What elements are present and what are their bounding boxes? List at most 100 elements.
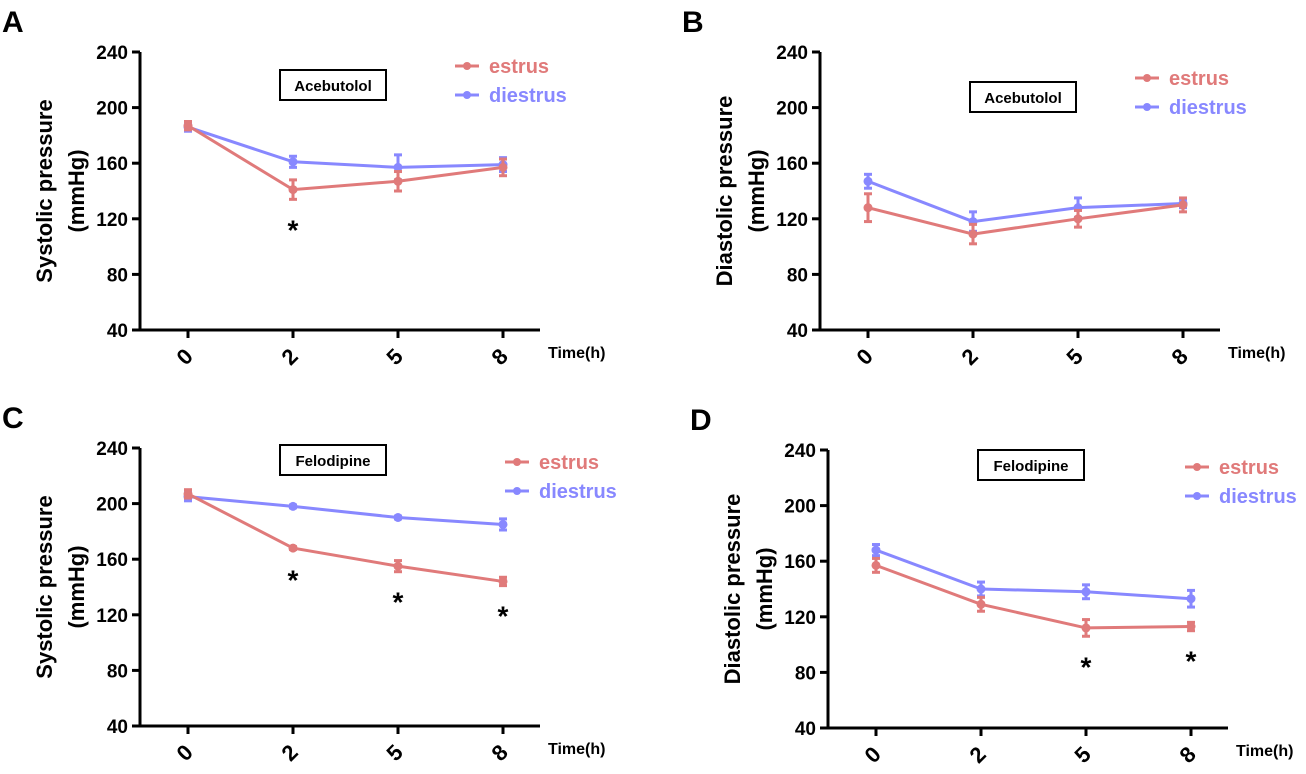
series-line-diestrus bbox=[187, 495, 504, 526]
legend-marker-diestrus bbox=[463, 91, 471, 99]
x-tick-label: 0 bbox=[172, 344, 198, 370]
data-point-estrus bbox=[393, 561, 403, 571]
data-point-estrus bbox=[1073, 214, 1083, 224]
y-tick-label: 240 bbox=[96, 43, 128, 64]
data-point-estrus bbox=[288, 185, 298, 195]
y-tick-label: 120 bbox=[96, 210, 128, 231]
chart-title: Acebutolol bbox=[294, 78, 372, 95]
y-axis-label-unit: (mmHg) bbox=[744, 149, 769, 232]
legend-marker-estrus bbox=[1143, 74, 1151, 82]
y-axis-label-unit: (mmHg) bbox=[64, 545, 89, 628]
x-tick-label: 0 bbox=[860, 742, 886, 768]
significance-star: * bbox=[498, 601, 509, 632]
data-point-diestrus bbox=[1081, 587, 1091, 597]
panel-letter: B bbox=[682, 6, 704, 39]
y-tick-label: 120 bbox=[784, 608, 816, 629]
y-tick-label: 80 bbox=[107, 661, 128, 682]
data-point-diestrus bbox=[863, 176, 873, 186]
data-point-estrus bbox=[498, 162, 508, 172]
chart-title: Felodipine bbox=[994, 458, 1069, 475]
panel-a: A 40 80 120 160 200 240 0 2 5 8 Time(h) Systolic pre… bbox=[2, 6, 605, 370]
data-point-diestrus bbox=[393, 162, 403, 172]
significance-star: * bbox=[1081, 651, 1092, 682]
data-point-estrus bbox=[1186, 622, 1196, 632]
legend-label-diestrus: diestrus bbox=[1219, 486, 1297, 508]
legend-marker-estrus bbox=[463, 62, 471, 70]
x-tick-label: 8 bbox=[487, 344, 513, 370]
legend-label-diestrus: diestrus bbox=[1169, 97, 1247, 119]
panel-d: D 40 80 120 160 200 240 0 2 5 8 Time(h) Diastolic pr… bbox=[690, 404, 1297, 768]
x-tick-label: 2 bbox=[277, 740, 303, 766]
x-tick-label: 5 bbox=[1062, 344, 1088, 370]
y-tick-label: 240 bbox=[784, 441, 816, 462]
chart-title: Felodipine bbox=[296, 453, 371, 470]
x-tick-label: 2 bbox=[965, 742, 991, 768]
legend-marker-diestrus bbox=[1143, 103, 1151, 111]
y-axis-label-unit: (mmHg) bbox=[752, 547, 777, 630]
x-tick-label: 8 bbox=[487, 740, 513, 766]
x-tick-label: 5 bbox=[382, 740, 408, 766]
y-tick-label: 120 bbox=[96, 606, 128, 627]
data-point-estrus bbox=[976, 599, 986, 609]
x-tick-label: 2 bbox=[957, 344, 983, 370]
data-point-diestrus bbox=[1186, 594, 1196, 604]
data-point-estrus bbox=[863, 203, 873, 213]
y-tick-label: 200 bbox=[96, 99, 128, 120]
panel-letter: D bbox=[690, 404, 712, 437]
y-tick-label: 40 bbox=[107, 717, 128, 738]
y-axis-label-unit: (mmHg) bbox=[64, 149, 89, 232]
y-tick-label: 200 bbox=[784, 497, 816, 518]
x-tick-label: 2 bbox=[277, 344, 303, 370]
panel-b: B 40 80 120 160 200 240 0 2 5 8 Time(h) Diastolic pr… bbox=[682, 6, 1285, 370]
legend-label-estrus: estrus bbox=[539, 452, 599, 474]
y-tick-label: 160 bbox=[784, 552, 816, 573]
x-tick-label: 0 bbox=[172, 740, 198, 766]
significance-star: * bbox=[288, 564, 299, 595]
significance-star: * bbox=[288, 214, 299, 245]
data-point-estrus bbox=[288, 543, 298, 553]
data-point-estrus bbox=[183, 121, 193, 131]
data-point-estrus bbox=[871, 560, 881, 570]
panel-letter: A bbox=[2, 6, 24, 39]
panel-letter: C bbox=[2, 402, 24, 435]
y-tick-label: 160 bbox=[96, 154, 128, 175]
title-box bbox=[977, 449, 1085, 481]
data-point-diestrus bbox=[498, 519, 508, 529]
title-box bbox=[279, 69, 387, 101]
y-axis-label: Systolic pressure bbox=[32, 99, 57, 282]
data-point-diestrus bbox=[976, 584, 986, 594]
y-tick-label: 160 bbox=[776, 154, 808, 175]
significance-star: * bbox=[393, 587, 404, 618]
y-axis-label: Diastolic pressure bbox=[712, 96, 737, 287]
series-line-diestrus bbox=[187, 125, 504, 169]
y-tick-label: 200 bbox=[776, 99, 808, 120]
data-point-estrus bbox=[1178, 200, 1188, 210]
y-tick-label: 80 bbox=[787, 265, 808, 286]
data-point-diestrus bbox=[871, 545, 881, 555]
y-tick-label: 40 bbox=[107, 321, 128, 342]
x-tick-label: 5 bbox=[382, 344, 408, 370]
data-point-estrus bbox=[968, 229, 978, 239]
legend-label-diestrus: diestrus bbox=[539, 481, 617, 503]
y-tick-label: 40 bbox=[795, 719, 816, 740]
panel-c: C 40 80 120 160 200 240 0 2 5 8 Time(h) Systolic pre… bbox=[2, 402, 617, 766]
x-axis-label: Time(h) bbox=[548, 345, 605, 362]
data-point-estrus bbox=[183, 489, 193, 499]
legend-label-diestrus: diestrus bbox=[489, 85, 567, 107]
y-tick-label: 80 bbox=[107, 265, 128, 286]
series-line-estrus bbox=[867, 203, 1184, 236]
y-tick-label: 80 bbox=[795, 663, 816, 684]
series-line-diestrus bbox=[875, 548, 1192, 601]
y-tick-label: 40 bbox=[787, 321, 808, 342]
data-point-diestrus bbox=[393, 513, 403, 522]
title-box bbox=[279, 444, 387, 476]
x-axis-label: Time(h) bbox=[548, 741, 605, 758]
y-axis-label: Systolic pressure bbox=[32, 495, 57, 678]
x-tick-label: 0 bbox=[852, 344, 878, 370]
x-tick-label: 5 bbox=[1070, 742, 1096, 768]
y-tick-label: 120 bbox=[776, 210, 808, 231]
x-axis-label: Time(h) bbox=[1236, 743, 1293, 760]
legend-label-estrus: estrus bbox=[1169, 68, 1229, 90]
data-point-estrus bbox=[498, 576, 508, 586]
legend-label-estrus: estrus bbox=[1219, 457, 1279, 479]
